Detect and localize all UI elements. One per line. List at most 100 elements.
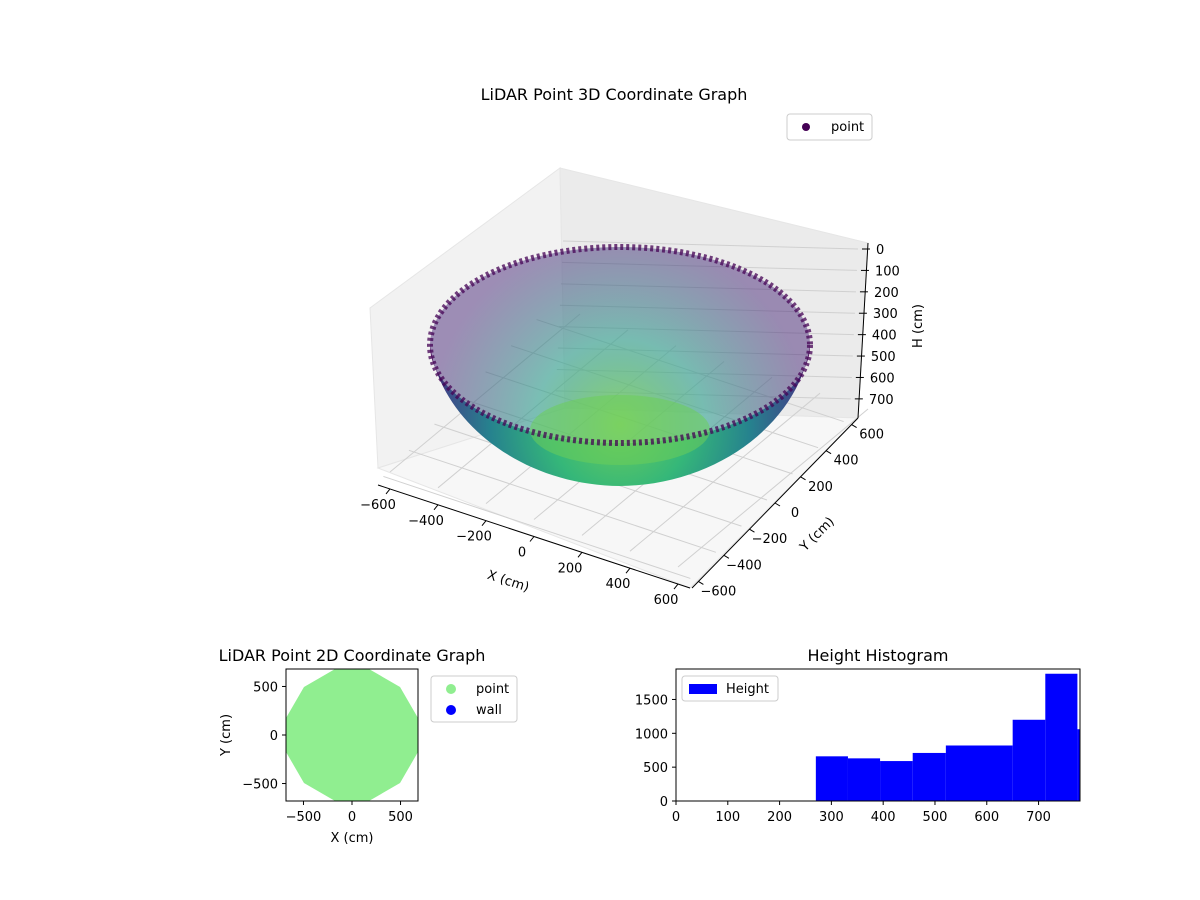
- x-axis-label-2d: X (cm): [331, 831, 374, 846]
- bowl-front: [430, 345, 810, 486]
- chart-histogram: Height Histogram 0 100 200 300 400 500 600 700 0…: [635, 646, 1081, 825]
- x-tick-3d: [625, 567, 631, 574]
- y-tick-label-hist: 1000: [635, 727, 668, 742]
- y-tick-3d: [698, 581, 704, 585]
- x-tick-label-2d: 0: [348, 810, 356, 825]
- y-tick-3d: [851, 424, 857, 428]
- z-tick-label-3d: 300: [873, 307, 898, 322]
- histogram-title: Height Histogram: [808, 646, 949, 665]
- z-tick-label-3d: 400: [872, 329, 897, 344]
- z-tick-label-3d: 0: [876, 243, 884, 258]
- y-tick-label-3d: 0: [791, 506, 799, 521]
- y-tick-3d: [723, 554, 730, 559]
- x-tick-label-2d: 500: [388, 810, 413, 825]
- histogram-bar: [912, 752, 946, 801]
- chart-2d: LiDAR Point 2D Coordinate Graph −500 0 500…: [219, 646, 518, 846]
- y-tick-3d: [800, 476, 806, 481]
- bowl-surface: [427, 244, 813, 486]
- histogram-bar: [815, 756, 848, 801]
- grid-line-3d: [562, 240, 859, 250]
- bowl-inner: [430, 247, 810, 443]
- y-tick-label-2d: 0: [270, 729, 278, 744]
- z-tick-label-3d: 500: [871, 350, 896, 365]
- x-tick-label-3d: 600: [654, 593, 679, 608]
- legend-hist-label: Height: [726, 682, 769, 697]
- legend-hist-box: [681, 675, 779, 702]
- y-tick-3d: [825, 450, 832, 455]
- histogram-bar: [945, 745, 979, 801]
- x-tick-label-hist: 0: [672, 810, 680, 825]
- z-axis-label-3d: H (cm): [911, 304, 926, 348]
- x-tick-label-hist: 500: [923, 810, 948, 825]
- y-tick-label-3d: 600: [859, 428, 884, 443]
- legend-hist: Height: [681, 675, 779, 702]
- z-tick-label-3d: 100: [875, 264, 900, 279]
- x-tick-3d: [673, 583, 679, 590]
- plot-area-hist: [675, 668, 1081, 802]
- x-tick-label-hist: 600: [974, 810, 999, 825]
- x-tick-label-3d: 0: [518, 546, 526, 561]
- x-tick-label-2d: −500: [286, 810, 322, 825]
- histogram-bar: [880, 761, 913, 801]
- legend-label-point: point: [476, 682, 509, 697]
- histogram-bar: [1012, 719, 1046, 801]
- point-region: [286, 669, 418, 801]
- y-axis-label-3d: Y (cm): [797, 514, 838, 555]
- x-tick-3d: [481, 520, 487, 526]
- legend-3d-marker: [802, 123, 810, 131]
- x-tick-label-3d: −600: [360, 498, 396, 513]
- chart-2d-title: LiDAR Point 2D Coordinate Graph: [219, 646, 486, 665]
- y-tick-3d: [749, 528, 755, 533]
- histogram-bar: [847, 758, 881, 801]
- z-tick-label-3d: 200: [874, 286, 899, 301]
- histogram-bar: [1077, 729, 1080, 801]
- y-tick-label-hist: 1500: [635, 693, 668, 708]
- y-tick-label-2d: −500: [242, 778, 278, 793]
- y-tick-label-3d: −400: [726, 558, 762, 573]
- z-tick-label-3d: 600: [870, 371, 895, 386]
- legend-label-wall: wall: [476, 703, 502, 718]
- legend-3d: point: [786, 113, 873, 141]
- bowl-bottom-glow: [530, 395, 710, 465]
- legend-2d: point wall: [430, 675, 518, 723]
- grid-line-3d: [629, 392, 821, 552]
- x-tick-label-hist: 700: [1026, 810, 1051, 825]
- x-tick-label-3d: −200: [456, 530, 492, 545]
- y-tick-label-hist: 0: [660, 795, 668, 810]
- y-tick-label-3d: −200: [752, 532, 788, 547]
- histogram-bar: [1045, 673, 1078, 801]
- y-tick-label-3d: 200: [808, 480, 833, 495]
- x-tick-label-3d: 200: [558, 561, 583, 576]
- legend-marker-point: [446, 684, 456, 694]
- x-tick-3d: [529, 536, 535, 542]
- x-tick-3d: [385, 488, 391, 495]
- y-tick-label-3d: −600: [701, 584, 737, 599]
- x-tick-label-3d: 400: [606, 577, 631, 592]
- z-tick-label-3d: 700: [869, 393, 894, 408]
- x-axis-label-3d: X (cm): [485, 568, 531, 596]
- grid-line-3d: [408, 449, 717, 553]
- y-axis-label-2d: Y (cm): [219, 714, 234, 757]
- chart-3d: LiDAR Point 3D Coordinate Graph −600 −400…: [360, 85, 926, 608]
- x-tick-3d: [433, 504, 439, 511]
- x-tick-label-hist: 100: [715, 810, 740, 825]
- x-tick-label-hist: 400: [871, 810, 896, 825]
- y-tick-label-hist: 500: [643, 761, 668, 776]
- grid-line-3d: [677, 408, 869, 568]
- x-tick-label-3d: −400: [408, 514, 444, 529]
- bowl-rim: [427, 244, 813, 446]
- grid-line-3d: [383, 475, 691, 579]
- y-tick-label-2d: 500: [253, 680, 278, 695]
- histogram-bar: [979, 745, 1013, 801]
- legend-marker-wall: [446, 705, 456, 715]
- x-tick-label-hist: 300: [819, 810, 844, 825]
- z-axis-line: [857, 242, 869, 419]
- y-tick-label-3d: 400: [834, 454, 859, 469]
- legend-3d-label: point: [831, 120, 864, 135]
- x-tick-label-hist: 200: [767, 810, 792, 825]
- chart-3d-title: LiDAR Point 3D Coordinate Graph: [481, 85, 748, 104]
- legend-hist-marker: [689, 684, 717, 694]
- y-tick-3d: [774, 502, 781, 507]
- x-tick-3d: [577, 552, 583, 558]
